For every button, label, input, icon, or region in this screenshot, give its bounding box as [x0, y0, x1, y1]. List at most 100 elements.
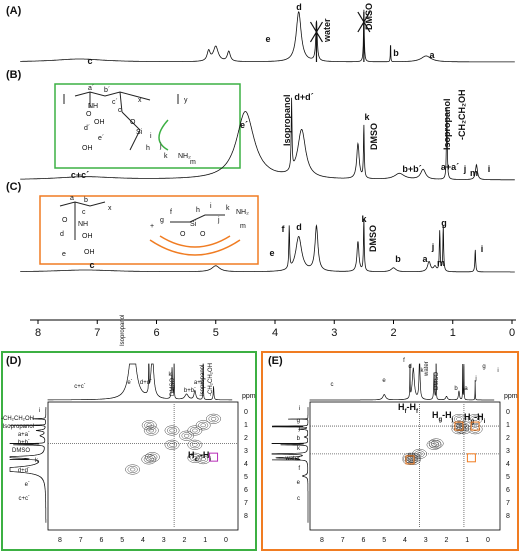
- contour: [200, 457, 206, 461]
- contour: [125, 464, 141, 475]
- structure-label: a: [70, 195, 74, 202]
- structure-label: NH: [78, 221, 88, 228]
- structure-label: h: [146, 145, 150, 152]
- peak-label: c: [87, 56, 92, 66]
- peak-label: b+b´: [184, 388, 196, 394]
- contour: [143, 425, 159, 436]
- structure-c-bonds: [59, 201, 225, 240]
- contour: [198, 455, 209, 463]
- cross-peak-box: [405, 455, 415, 465]
- contour: [200, 423, 206, 428]
- peak-label: i: [39, 408, 40, 414]
- cross-peak-box: [454, 421, 464, 431]
- peak-label: f: [298, 466, 300, 472]
- structure-label: i: [150, 133, 152, 140]
- peak-label: b: [393, 48, 399, 58]
- peak-label: i: [481, 244, 484, 254]
- axis-tick-label: 1: [450, 327, 456, 339]
- contour: [426, 439, 442, 450]
- contour: [181, 432, 192, 440]
- axis-tick-label: 0: [244, 409, 248, 416]
- peak-label: Isopropanol: [120, 315, 126, 346]
- contour: [149, 455, 155, 459]
- structure-label: h: [196, 207, 200, 214]
- cross-label-part: H: [464, 412, 471, 422]
- structure-label: OH: [82, 233, 93, 240]
- axis-tick-label: 8: [58, 537, 62, 544]
- contour: [433, 441, 439, 446]
- cross-peak-label: Hg-Hi: [464, 412, 486, 425]
- contour: [169, 428, 175, 433]
- peak-label: k: [297, 446, 301, 452]
- contour: [164, 439, 180, 450]
- peak-label: k: [364, 112, 370, 122]
- cross-label-part: H: [432, 410, 439, 420]
- axis-tick-label: 5: [120, 537, 124, 544]
- contour: [146, 423, 152, 428]
- axis-tick-label: 4: [272, 327, 278, 339]
- peak-label: f: [282, 224, 286, 234]
- contour: [164, 425, 180, 436]
- contour: [143, 455, 154, 463]
- contour: [408, 456, 419, 464]
- contour: [192, 442, 198, 447]
- axis-tick-label: 5: [213, 327, 219, 339]
- structure-label: g: [160, 217, 164, 224]
- peak-label: e: [297, 480, 301, 486]
- structure-label: c: [118, 107, 122, 114]
- peak-label: e: [382, 378, 386, 384]
- peak-label: g: [482, 364, 485, 370]
- contour: [210, 416, 217, 421]
- suppressed-peak-mark: [357, 11, 371, 62]
- contour: [404, 456, 416, 464]
- peak-label: DMSO: [170, 378, 176, 396]
- peak-label: e´: [240, 120, 248, 130]
- cross-peak-label: Hc´-Hi: [188, 450, 211, 463]
- structure-label: k: [164, 153, 168, 160]
- peak-label: m: [470, 168, 478, 178]
- axis-tick-label: 2: [445, 537, 449, 544]
- peak-label: a: [464, 386, 468, 392]
- peak-label: e: [269, 248, 274, 258]
- structure-label: OH: [82, 145, 93, 152]
- peak-label: Isopropanol: [442, 99, 452, 151]
- contour: [167, 427, 178, 434]
- structure-label: k: [226, 205, 230, 212]
- structure-label: OH: [94, 119, 105, 126]
- spectrum: [20, 9, 515, 63]
- cross-label-part: j: [451, 417, 454, 423]
- contour: [428, 438, 444, 449]
- contour: [431, 440, 442, 447]
- peak-label: -CH₂CH₂OH: [457, 90, 467, 141]
- axis-tick-label: 6: [362, 537, 366, 544]
- peak-label: b: [297, 436, 301, 442]
- contour: [451, 414, 467, 425]
- contour: [189, 441, 200, 449]
- structure-label: e: [62, 251, 66, 258]
- structure-label: O: [200, 231, 206, 238]
- contour: [198, 421, 209, 429]
- structure-label: j: [159, 143, 162, 150]
- plot-d: [47, 401, 239, 531]
- axis-tick-label: 8: [506, 513, 510, 520]
- axis-tick-label: 4: [506, 461, 510, 468]
- structure-label: c: [82, 209, 86, 216]
- structure-label: m: [190, 159, 196, 166]
- axis-tick-label: 4: [244, 461, 248, 468]
- axis-tick-label: 0: [509, 327, 515, 339]
- axis-tick-label: 5: [506, 474, 510, 481]
- peak-label: k: [361, 214, 367, 224]
- contour: [129, 467, 136, 472]
- structure-box-c: [39, 195, 259, 265]
- panel-label: (D): [6, 355, 22, 367]
- peak-label: d: [296, 222, 302, 232]
- panel-label: (C): [6, 181, 22, 193]
- contour: [472, 417, 478, 421]
- cross-label-part: H: [188, 450, 195, 460]
- peak-label: a+a´: [441, 162, 459, 172]
- contour: [146, 427, 157, 434]
- structure-label: Si: [136, 129, 143, 136]
- axis-tick-label: 1: [203, 537, 207, 544]
- axis-tick-label: 0: [486, 537, 490, 544]
- peak-label: water: [284, 456, 300, 462]
